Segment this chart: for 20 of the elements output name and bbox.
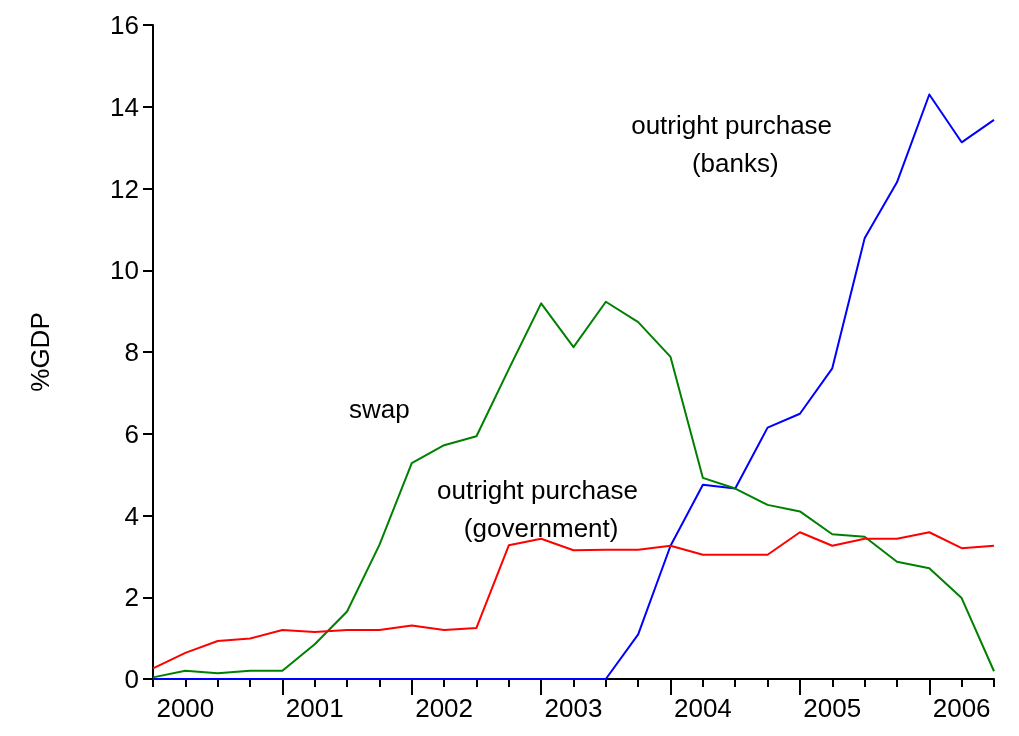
- y-tick-label: 12: [110, 173, 139, 204]
- x-tick-label: 2006: [932, 693, 991, 723]
- x-tick-label: 2002: [415, 693, 474, 723]
- y-axis-title: %GDP: [25, 312, 55, 392]
- y-tick-label: 8: [124, 337, 139, 367]
- series-label: outright purchase (government): [437, 475, 646, 544]
- y-tick-label: 14: [110, 91, 139, 122]
- x-tick-label: 2000: [156, 693, 215, 723]
- x-tick-label: 2001: [285, 693, 344, 723]
- y-tick-label: 16: [110, 10, 139, 40]
- y-tick-label: 0: [124, 664, 139, 694]
- x-tick-label: 2005: [803, 693, 862, 723]
- y-tick-label: 10: [110, 255, 139, 286]
- x-tick-label: 2004: [673, 693, 732, 723]
- y-tick-label: 2: [124, 582, 139, 613]
- series-label: swap: [349, 394, 410, 425]
- x-tick-label: 2003: [544, 693, 603, 723]
- text: outright purchase (banks): [631, 109, 840, 178]
- y-tick-label: 6: [124, 418, 139, 449]
- y-tick-label: 4: [124, 500, 139, 531]
